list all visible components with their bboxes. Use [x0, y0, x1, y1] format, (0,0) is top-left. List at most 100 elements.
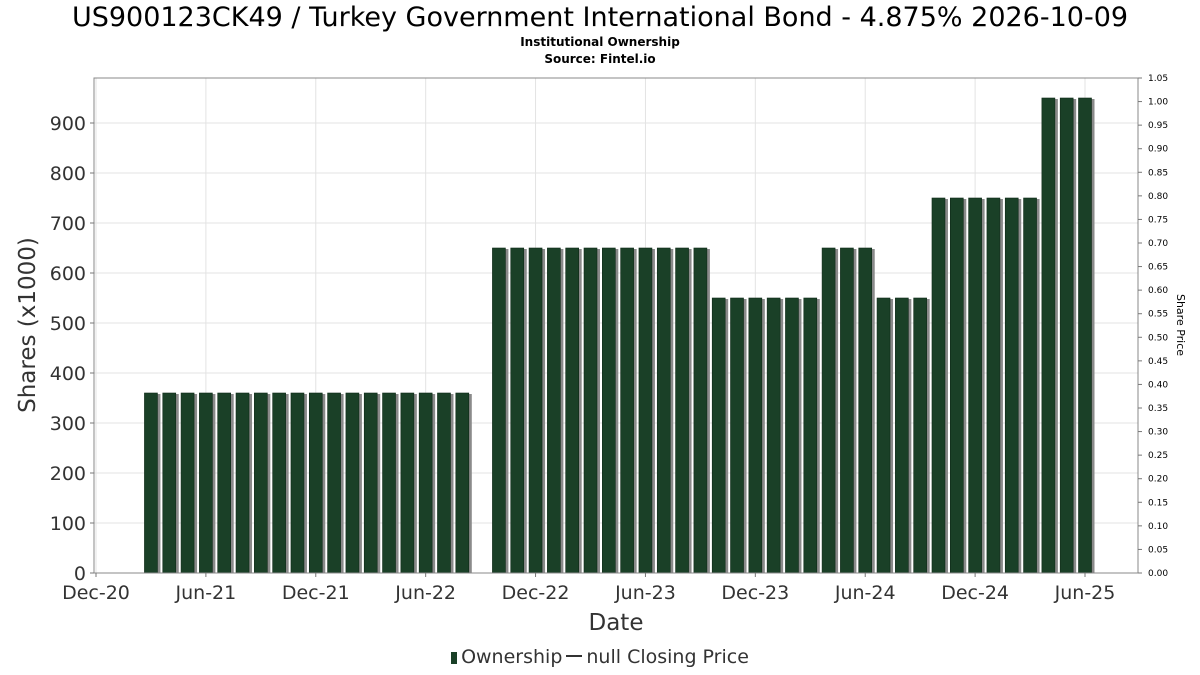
legend-closing-price: null Closing Price: [586, 646, 749, 668]
ownership-legend-swatch: [451, 652, 458, 664]
y-tick-label: 900: [50, 113, 86, 135]
ownership-bar: [1023, 197, 1037, 574]
y2-tick-label: 0.40: [1148, 380, 1168, 390]
y2-tick-label: 0.70: [1148, 239, 1168, 249]
ownership-bar: [492, 247, 506, 574]
ownership-bar: [437, 392, 451, 574]
y2-tick-label: 0.15: [1148, 498, 1168, 508]
ownership-bar: [711, 297, 726, 574]
ownership-bar: [1059, 97, 1074, 574]
y-tick-label: 700: [50, 213, 86, 235]
y-tick-label: 0: [74, 563, 86, 585]
ownership-bar: [858, 247, 873, 574]
ownership-bar: [254, 392, 268, 574]
y2-tick-label: 0.55: [1148, 310, 1168, 320]
chart-legend: Ownership null Closing Price: [0, 646, 1200, 668]
ownership-bar: [400, 392, 415, 574]
ownership-bar: [345, 392, 360, 574]
y-tick-label: 400: [50, 363, 86, 385]
y-tick-label: 800: [50, 163, 86, 185]
ownership-bar: [510, 247, 525, 574]
ownership-bar: [290, 392, 305, 574]
ownership-bar: [803, 297, 818, 574]
y-tick-label: 300: [50, 413, 86, 435]
x-tick-label: Jun-25: [1054, 582, 1116, 604]
y-tick-label: 200: [50, 463, 86, 485]
y-axis-title: Shares (x1000): [15, 237, 41, 413]
ownership-bar: [895, 297, 909, 574]
ownership-bar: [986, 197, 1001, 574]
ownership-bar: [565, 247, 579, 574]
y-tick-label: 100: [50, 513, 86, 535]
ownership-bar: [528, 247, 543, 574]
ownership-bar: [840, 247, 854, 574]
ownership-bar: [327, 392, 341, 574]
ownership-bar: [949, 197, 964, 574]
ownership-bar: [785, 297, 799, 574]
ownership-bar: [730, 297, 744, 574]
ownership-bar: [638, 247, 653, 574]
y2-tick-label: 0.90: [1148, 145, 1168, 155]
y2-tick-label: 0.50: [1148, 333, 1168, 343]
ownership-bar: [455, 392, 470, 574]
x-tick-label: Jun-23: [614, 582, 676, 604]
x-tick-label: Jun-24: [834, 582, 896, 604]
x-tick-label: Dec-23: [721, 582, 789, 604]
ownership-bar: [547, 247, 561, 574]
ownership-bar: [272, 392, 286, 574]
y2-tick-label: 0.95: [1148, 121, 1168, 131]
ownership-bar: [693, 247, 708, 574]
ownership-bar: [821, 247, 836, 574]
y2-tick-label: 0.25: [1148, 451, 1168, 461]
ownership-bar: [675, 247, 689, 574]
ownership-bar: [382, 392, 396, 574]
ownership-bar: [144, 392, 158, 574]
y2-tick-label: 0.65: [1148, 263, 1168, 273]
x-tick-label: Jun-22: [394, 582, 456, 604]
ownership-bar: [931, 197, 946, 574]
y2-tick-label: 0.05: [1148, 545, 1168, 555]
ownership-bar: [748, 297, 763, 574]
y2-tick-label: 0.35: [1148, 404, 1168, 414]
chart-title: US900123CK49 / Turkey Government Interna…: [71, 2, 1129, 33]
ownership-bar: [308, 392, 323, 574]
y2-tick-label: 0.20: [1148, 475, 1168, 485]
x-tick-label: Dec-22: [502, 582, 570, 604]
y2-axis-title: Share Price: [1174, 294, 1187, 356]
ownership-bar: [363, 392, 378, 574]
chart-subtitle-1: Institutional Ownership: [520, 35, 680, 49]
x-tick-label: Dec-20: [62, 582, 130, 604]
y2-tick-label: 1.05: [1148, 74, 1168, 84]
ownership-bar: [1004, 197, 1019, 574]
y-tick-label: 600: [50, 263, 86, 285]
y2-tick-label: 0.85: [1148, 168, 1168, 178]
plot-border: [93, 77, 1139, 574]
ownership-bar: [968, 197, 982, 574]
ownership-bar: [602, 247, 616, 574]
ownership-bar: [876, 297, 891, 574]
ownership-bar: [180, 392, 195, 574]
y-tick-label: 500: [50, 313, 86, 335]
y2-tick-label: 0.00: [1148, 569, 1168, 579]
ownership-bar: [913, 297, 927, 574]
ownership-bar: [583, 247, 598, 574]
y2-tick-label: 0.30: [1148, 428, 1168, 438]
y2-tick-label: 0.10: [1148, 522, 1168, 532]
legend-ownership: Ownership: [461, 646, 563, 668]
x-axis-title: Date: [589, 610, 644, 636]
chart-subtitle-2: Source: Fintel.io: [544, 52, 656, 66]
ownership-bar: [620, 247, 634, 574]
closing-price-legend-line: [566, 655, 583, 657]
x-tick-label: Dec-21: [282, 582, 350, 604]
ownership-bar: [217, 392, 232, 574]
ownership-bar: [1078, 97, 1092, 574]
ownership-bar: [656, 247, 671, 574]
ownership-bar: [235, 392, 250, 574]
ownership-bar: [162, 392, 177, 574]
y2-tick-label: 0.80: [1148, 192, 1168, 202]
ownership-bar: [418, 392, 433, 574]
y2-tick-label: 1.00: [1148, 98, 1168, 108]
x-tick-label: Jun-21: [175, 582, 237, 604]
ownership-bar: [199, 392, 213, 574]
